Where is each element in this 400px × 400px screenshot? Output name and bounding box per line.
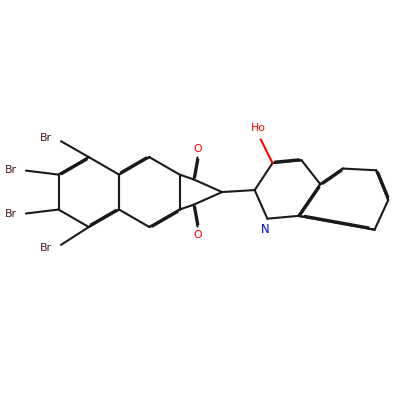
Text: O: O [193, 144, 202, 154]
Text: Br: Br [40, 133, 52, 143]
Text: Br: Br [5, 165, 17, 175]
Text: N: N [261, 223, 270, 236]
Text: Ho: Ho [251, 123, 266, 133]
Text: Br: Br [40, 243, 52, 253]
Text: Br: Br [5, 209, 17, 219]
Text: O: O [193, 230, 202, 240]
